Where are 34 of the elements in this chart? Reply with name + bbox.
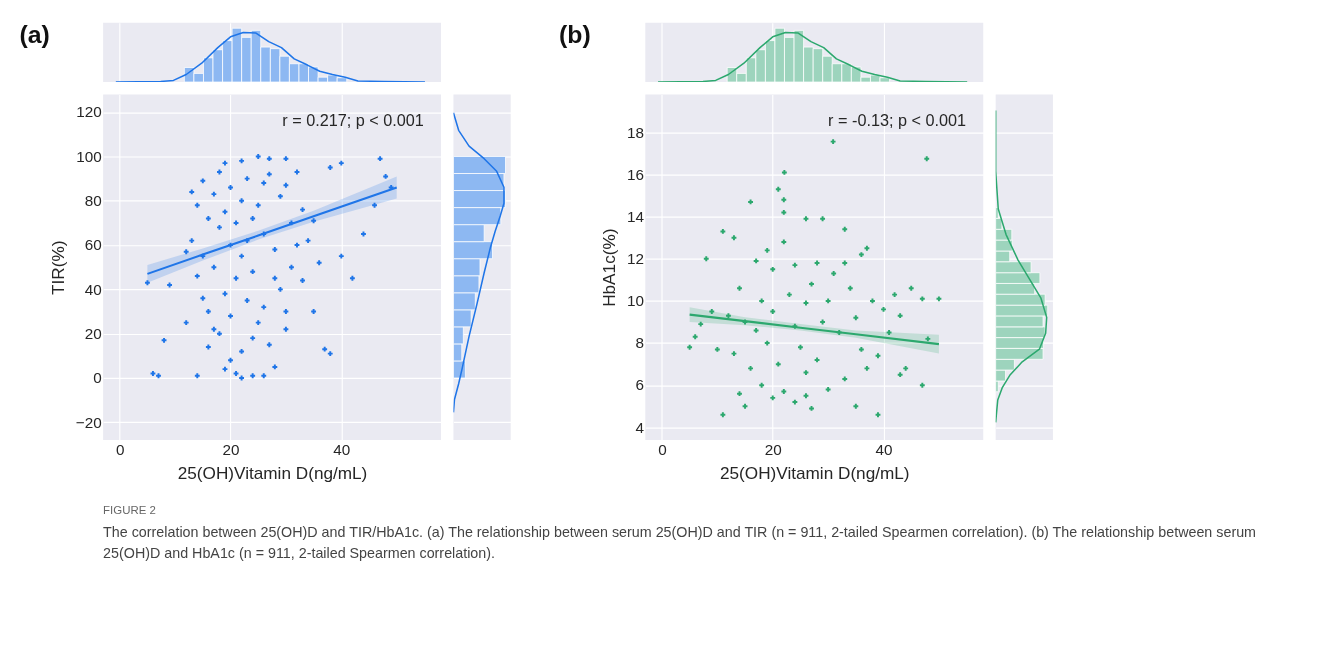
y-tick-label: 0 (93, 369, 102, 387)
y-tick-label: 6 (635, 376, 644, 394)
x-tick-label: 20 (222, 440, 240, 458)
x-axis-title: 25(OH)Vitamin D(ng/mL) (177, 462, 368, 483)
x-tick-label: 0 (115, 440, 125, 458)
y-tick-label: −20 (75, 413, 102, 431)
y-tick-label: 40 (84, 280, 102, 298)
x-tick-label: 40 (875, 440, 893, 458)
annotation: r = -0.13; p < 0.001 (828, 110, 967, 129)
y-tick-label: 10 (626, 292, 644, 310)
y-tick-label: 4 (635, 418, 645, 436)
y-tick-label: 16 (626, 165, 644, 183)
y-tick-label: 14 (626, 207, 645, 225)
y-tick-label: 120 (76, 103, 102, 121)
y-tick-label: 8 (635, 334, 644, 352)
x-tick-label: 0 (658, 440, 667, 458)
y-axis-title: TIR(%) (48, 240, 69, 295)
line-series (688, 313, 940, 346)
y-tick-label: 18 (626, 123, 644, 141)
y-tick-label: 12 (626, 250, 644, 268)
caption: FIGURE 2 (103, 503, 156, 516)
line-series (146, 186, 398, 275)
y-tick-label: 20 (84, 324, 102, 342)
x-tick-label: 40 (333, 440, 351, 458)
chart-title: (b) (559, 20, 591, 48)
y-tick-label: 80 (84, 192, 102, 210)
annotation: r = 0.217; p < 0.001 (282, 110, 424, 129)
chart-title: (a) (19, 20, 50, 48)
y-tick-label: 60 (84, 236, 102, 254)
y-tick-label: 100 (76, 147, 102, 165)
y-axis-title: HbA1c(%) (599, 228, 620, 307)
text: The correlation between 25(OH)D and TIR/HbA1c. (a) The relationship between serum 25(OH)D and TIR (n = 911, 2-tailed Spearmen correlation). (b) The relationship between serum 25(OH)D and HbA1c (n = 911, 2-tailed Spearmen correlation). (103, 524, 1257, 562)
x-tick-label: 20 (764, 440, 782, 458)
x-axis-title: 25(OH)Vitamin D(ng/mL) (719, 462, 910, 483)
